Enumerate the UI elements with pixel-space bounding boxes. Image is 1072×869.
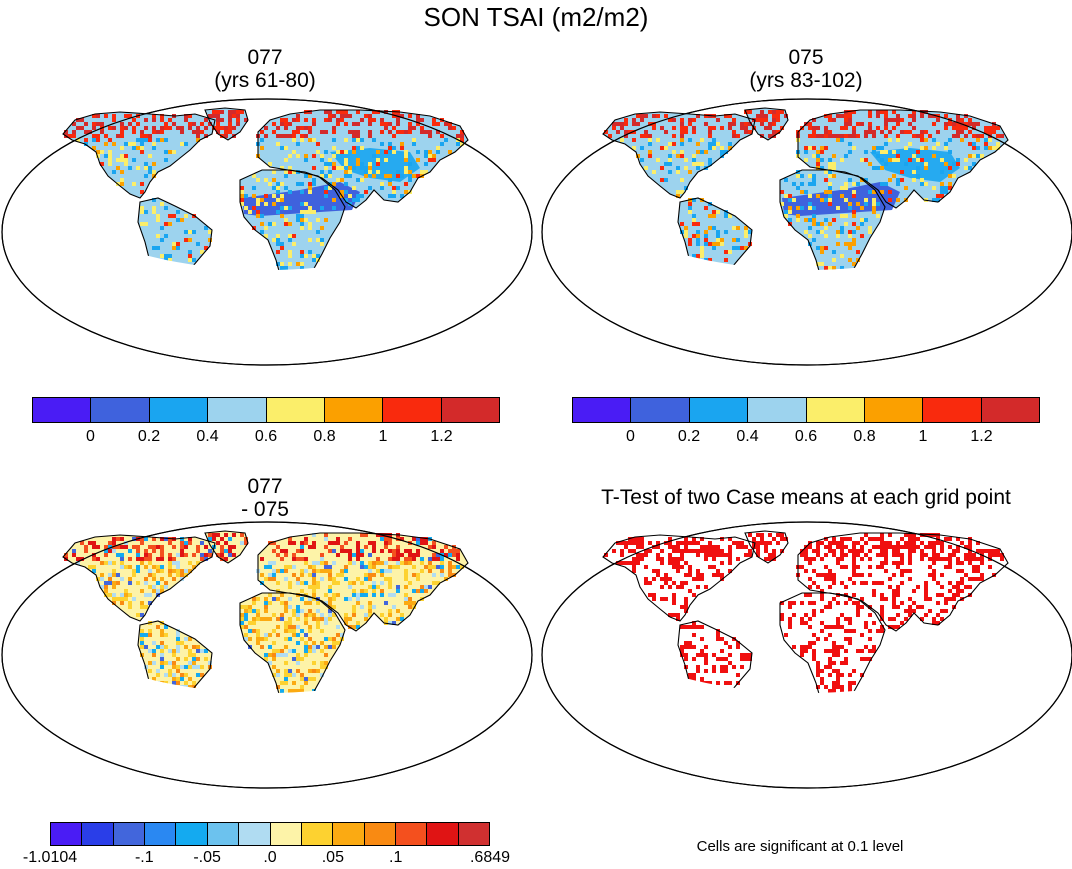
coastline-northAmerica: [62, 534, 216, 622]
colorbar-tick-label: 0.4: [196, 428, 219, 445]
colorbar-swatch: [176, 823, 208, 845]
coastline-northAmerica: [602, 111, 756, 199]
colorbar-tick-label: .6849: [469, 849, 511, 866]
map-border: [541, 98, 1072, 366]
panel1-title-line1: 077: [247, 46, 283, 69]
land-layer: [602, 107, 1012, 270]
colorbar-swatch: [33, 398, 92, 422]
colorbar-abs-left-ticks: 0 0.2 0.4 0.6 0.8 1 1.2: [32, 428, 500, 448]
land-layer: [62, 107, 472, 270]
colorbar-swatch: [333, 823, 365, 845]
colorbar-tick-label: -.05: [193, 849, 221, 866]
colorbar-swatch: [573, 398, 632, 422]
colorbar-swatch: [149, 398, 209, 422]
colorbar-swatch: [427, 823, 459, 845]
colorbar-tick-label: 0.2: [137, 428, 161, 445]
colorbar-swatch: [689, 398, 749, 422]
panel1-title-line2: (yrs 61-80): [214, 69, 316, 92]
map-panel-077: [1, 98, 533, 366]
colorbar-swatch: [748, 398, 807, 422]
colorbar-tick-label: 0.6: [794, 428, 818, 445]
main-title: SON TSAI (m2/m2): [423, 2, 649, 32]
colorbar-difference-ticks: -1.0104 -.1 -.05 .0 .05 .1 .6849: [23, 849, 510, 869]
colorbar-swatch: [207, 823, 240, 845]
continent-southAmerica: [678, 621, 752, 693]
colorbar-swatch: [395, 823, 428, 845]
colorbar-tick-label: 1.2: [970, 428, 993, 445]
colorbar-tick-label: .0: [263, 849, 277, 866]
colorbar-swatch: [51, 823, 83, 845]
panel2-title-line1: 075: [788, 46, 824, 69]
coastline-northAmerica: [602, 534, 756, 622]
central-asia-region: [870, 148, 960, 182]
colorbar-swatch: [208, 398, 267, 422]
colorbar-tick-label: -.1: [134, 849, 154, 866]
colorbar-swatch: [301, 823, 334, 845]
coastline-greenland: [744, 530, 789, 564]
map-border: [1, 98, 533, 366]
map-panel-ttest: [541, 521, 1072, 789]
colorbar-swatch: [383, 398, 442, 422]
coastline-greenland: [744, 107, 789, 141]
panel2-title-line2: (yrs 83-102): [749, 69, 863, 92]
grid-cells: [64, 533, 472, 693]
colorbar-swatch: [270, 823, 302, 845]
colorbar-tick-label: -1.0104: [22, 849, 78, 866]
colorbar-abs-right: [572, 397, 1040, 423]
colorbar-abs-right-ticks: 0 0.2 0.4 0.6 0.8 1 1.2: [572, 428, 1040, 448]
map-border: [541, 521, 1072, 789]
colorbar-abs-left: [32, 397, 500, 423]
colorbar-tick-label: 1: [918, 428, 928, 445]
colorbar-swatch: [113, 823, 146, 845]
colorbar-tick-label: 0: [626, 428, 635, 445]
map-border: [1, 521, 533, 789]
colorbar-tick-label: 0.6: [254, 428, 278, 445]
colorbar-swatch: [631, 398, 690, 422]
panel2-title: 075 (yrs 83-102): [656, 46, 956, 92]
colorbar-tick-label: 0.2: [677, 428, 701, 445]
colorbar-swatch: [364, 823, 396, 845]
colorbar-swatch: [923, 398, 982, 422]
colorbar-tick-label: 0.8: [853, 428, 876, 445]
coastline-africa: [239, 169, 346, 270]
colorbar-tick-label: 1.2: [430, 428, 453, 445]
colorbar-swatch: [145, 823, 177, 845]
colorbar-tick-label: 0: [86, 428, 95, 445]
grid-cells: [64, 110, 472, 270]
panel3-title-line1: 077: [247, 475, 283, 498]
coastline-africa: [779, 169, 886, 270]
colorbar-tick-label: 0.4: [736, 428, 759, 445]
colorbar-swatch: [981, 398, 1039, 422]
panel3-title-line2: - 075: [241, 498, 289, 521]
colorbar-swatch: [239, 823, 271, 845]
coastline-greenland: [204, 530, 249, 564]
colorbar-swatch: [82, 823, 114, 845]
significance-note: Cells are significant at 0.1 level: [696, 838, 904, 855]
colorbar-tick-label: .05: [321, 849, 344, 866]
map-panel-075: [541, 98, 1072, 366]
map-panel-difference: [1, 521, 533, 789]
colorbar-tick-label: 1: [378, 428, 388, 445]
coastline-africa: [239, 592, 346, 693]
continent-southAmerica: [138, 198, 212, 270]
colorbar-swatch: [441, 398, 499, 422]
panel3-title: 077 - 075: [115, 475, 415, 521]
colorbar-swatch: [266, 398, 325, 422]
colorbar-tick-label: .1: [389, 849, 403, 866]
panel4-title-line1: T-Test of two Case means at each grid po…: [601, 486, 1011, 509]
colorbar-swatch: [324, 398, 384, 422]
panel1-title: 077 (yrs 61-80): [115, 46, 415, 92]
sahara-arabia-region: [242, 182, 360, 216]
colorbar-swatch: [806, 398, 865, 422]
colorbar-tick-label: 0.8: [313, 428, 336, 445]
colorbar-swatch: [458, 823, 490, 845]
colorbar-difference: [50, 822, 490, 846]
colorbar-swatch: [91, 398, 150, 422]
coastline-northAmerica: [62, 111, 216, 199]
coastline-africa: [779, 592, 886, 693]
coastline-greenland: [204, 107, 249, 141]
panel4-title: T-Test of two Case means at each grid po…: [540, 486, 1072, 509]
colorbar-swatch: [864, 398, 924, 422]
